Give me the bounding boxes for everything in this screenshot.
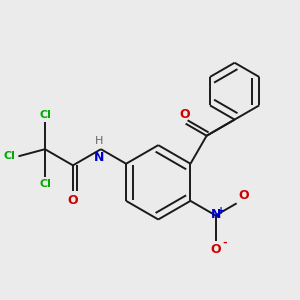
Text: H: H <box>95 136 103 146</box>
Text: N: N <box>94 151 104 164</box>
Text: -: - <box>222 237 227 247</box>
Text: O: O <box>68 194 78 207</box>
Text: Cl: Cl <box>39 178 51 189</box>
Text: O: O <box>238 189 249 202</box>
Text: N: N <box>211 208 221 221</box>
Text: +: + <box>218 206 226 216</box>
Text: O: O <box>210 243 221 256</box>
Text: Cl: Cl <box>4 151 16 161</box>
Text: O: O <box>179 108 190 121</box>
Text: Cl: Cl <box>39 110 51 120</box>
